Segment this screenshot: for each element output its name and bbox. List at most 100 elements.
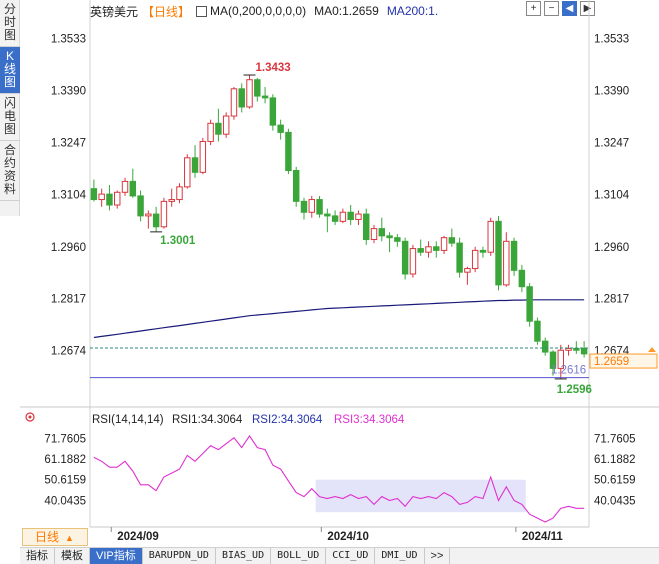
candle [184,154,191,189]
x-tick-label: 2024/09 [117,531,159,543]
tab-kline[interactable]: K 线 图 [0,47,20,94]
candle [440,235,448,255]
price-tick-right: 1.2817 [594,294,629,306]
candle-body [191,157,199,173]
candle [254,77,261,102]
candle-body [292,170,300,202]
rsi-header: RSI(14,14,14) [92,414,164,426]
tab-lightning[interactable]: 闪 电 图 [0,94,20,141]
rsi-tick-right: 61.1882 [594,454,636,466]
period-selector[interactable]: 日线 ▲ [22,528,88,546]
rsi-tick-right: 50.6159 [594,475,636,487]
candle-body [386,235,393,239]
period-label[interactable]: 【日线】 [142,4,191,19]
tab-timeshare[interactable]: 分 时 图 [0,0,20,47]
candle-body [425,246,432,253]
candle-body [160,200,168,228]
rsi3-value: RSI3:34.3064 [334,414,405,426]
rsi-settings-dot-icon [28,415,32,419]
indicator-tab-0[interactable]: 指标 [20,548,55,564]
candle-body [394,237,401,242]
scroll-right-button[interactable]: ▶ [580,1,595,16]
candle-body [479,249,487,253]
candle-body [331,215,339,222]
candle-body [106,193,113,206]
candle [238,83,245,113]
indicator-tab-6[interactable]: CCI_UD [326,548,376,564]
candle-body [129,180,137,197]
candle [433,241,440,258]
candle-body [526,286,533,322]
candle [448,228,456,247]
rsi-tick-left: 50.6159 [44,475,86,487]
rsi-tick-left: 40.0435 [44,495,86,507]
candle-body [534,320,541,342]
zoom-in-button[interactable]: + [526,1,541,16]
candle [347,205,354,225]
candle-body [510,240,518,271]
indicator-tab-1[interactable]: 模板 [55,548,90,564]
candle-body [222,115,230,135]
price-tick-left: 1.3390 [51,86,86,98]
indicator-tab-3[interactable]: BARUPDN_UD [143,548,216,564]
indicator-tab-5[interactable]: BOLL_UD [271,548,327,564]
price-tick-left: 1.2960 [51,242,86,254]
candle [300,197,308,220]
ma-settings-icon[interactable] [196,5,208,17]
indicator-tabs: 指标 模板 VIP指标 BARUPDN_UD BIAS_UD BOLL_UD CCI_UD D… [20,547,659,564]
candle [573,341,580,354]
candle-body [471,249,479,270]
zoom-out-button[interactable]: − [544,1,559,16]
candle [308,195,315,218]
candle [168,188,175,207]
candle-body [580,347,588,355]
candle-body [355,213,362,221]
candle [479,246,487,258]
candle-body [401,240,409,275]
candle-body [98,193,105,201]
candle-body [254,79,261,97]
candle-body [137,195,144,217]
indicator-tab-8[interactable]: >> [425,548,451,564]
candle [261,86,269,104]
x-tick-label: 2024/10 [327,531,369,543]
current-price-label: 1.2659 [594,356,629,368]
candle-body [90,188,98,201]
candle [215,108,222,142]
candle [409,244,417,278]
candle-body [541,340,549,353]
candle [487,217,494,256]
candle-body [518,269,526,288]
indicator-tab-2[interactable]: VIP指标 [90,548,143,564]
candle [324,208,331,233]
candle [339,208,347,224]
candle [417,239,424,256]
candle-body [503,240,510,286]
candle-body [565,347,572,351]
indicator-tab-7[interactable]: DMI_UD [375,548,425,564]
rsi-line [93,434,585,523]
candle-body [433,246,440,251]
tab-contract-info[interactable]: 合 约 资 料 [0,141,20,201]
chart-header: 英镑美元 【日线】 MA(0,200,0,0,0,0) MA0:1.2659 M… [90,3,438,19]
candle [394,234,401,247]
candle [199,137,207,175]
candle [565,344,572,356]
candle-body [121,180,129,193]
candle [137,190,144,222]
candle [176,183,183,204]
candle-body [448,237,456,244]
candle-body [269,97,277,126]
candle-body [440,237,448,251]
price-up-arrow-icon [648,347,656,353]
candle [526,283,533,327]
scroll-left-button[interactable]: ◀ [562,1,577,16]
candle [160,197,168,229]
candle [370,224,378,244]
indicator-tab-4[interactable]: BIAS_UD [216,548,272,564]
candle [355,210,362,225]
price-tick-right: 1.2674 [594,346,630,358]
ma200-value: MA200:1. [386,4,439,18]
candle [230,86,238,120]
